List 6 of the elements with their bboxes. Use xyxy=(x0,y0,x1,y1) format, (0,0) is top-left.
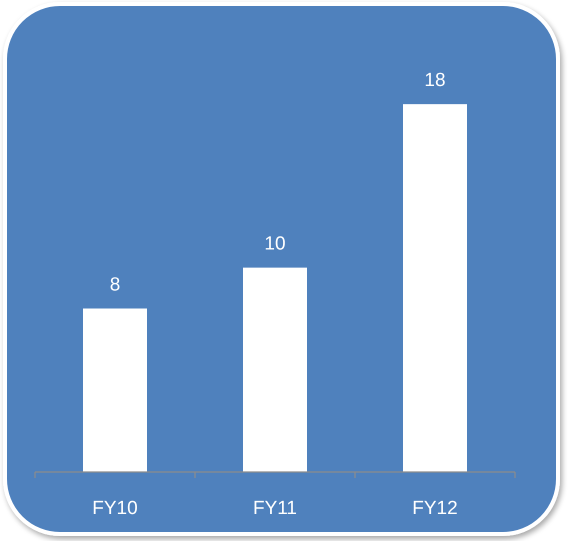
x-tick-label: FY11 xyxy=(252,498,298,519)
x-tick-label: FY12 xyxy=(412,498,458,519)
data-label: 8 xyxy=(110,274,120,296)
x-tick-label: FY10 xyxy=(92,498,138,519)
data-label: 10 xyxy=(264,234,286,255)
data-label: 18 xyxy=(424,70,446,92)
